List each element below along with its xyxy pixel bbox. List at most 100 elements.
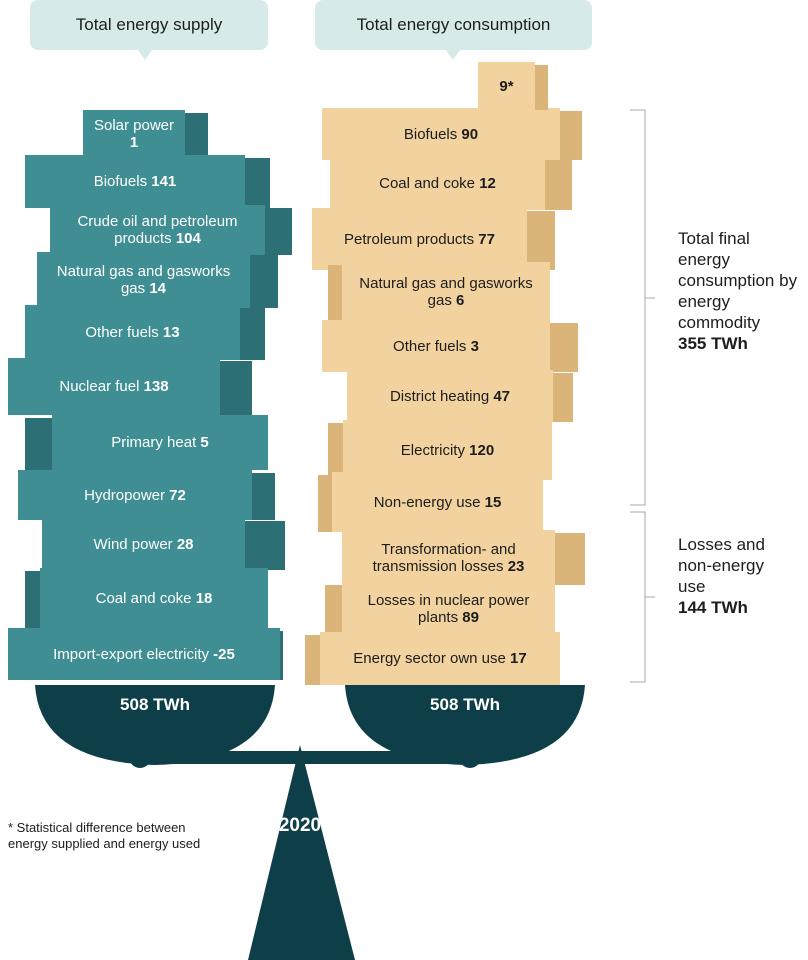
block: Crude oil and petroleum products 104 [50, 205, 265, 255]
bracket [630, 512, 655, 682]
block-text: Non-energy use 15 [374, 494, 502, 511]
block-text: Solar power 1 [93, 117, 175, 151]
block-label: Primary heat [111, 434, 196, 451]
block-side [240, 308, 265, 360]
block-label: Coal and coke [96, 590, 192, 607]
block-side [252, 473, 275, 520]
block-value: 141 [151, 173, 176, 190]
arrow [138, 50, 152, 60]
block-value: 5 [200, 434, 208, 451]
block-value: 138 [144, 378, 169, 395]
block-value: 12 [479, 175, 496, 192]
block-label: Other fuels [393, 338, 466, 355]
block-text: Coal and coke 12 [379, 175, 496, 192]
block-side [25, 418, 52, 470]
year: 2020 [250, 815, 350, 837]
block-side [245, 521, 285, 570]
block-side [250, 255, 278, 308]
block-value: 13 [163, 324, 180, 341]
block-text: Natural gas and gasworks gas 6 [352, 275, 540, 309]
block-value: 28 [177, 536, 194, 553]
header: Total energy supply [30, 0, 268, 50]
block-text: Petroleum products 77 [344, 231, 495, 248]
block: Petroleum products 77 [312, 208, 527, 270]
block-text: Biofuels 90 [404, 126, 478, 143]
bracket-value: 355 TWh [678, 334, 748, 353]
block-text: Import-export electricity -25 [53, 646, 235, 663]
block: Coal and coke 12 [330, 157, 545, 210]
block-value: 104 [176, 230, 201, 247]
block-value: 47 [493, 388, 510, 405]
block-text: Crude oil and petroleum products 104 [60, 213, 255, 247]
block: Biofuels 90 [322, 108, 560, 160]
bracket-value: 144 TWh [678, 598, 748, 617]
block-text: Other fuels 13 [85, 324, 179, 341]
block-side [265, 208, 292, 255]
block-label: Electricity [401, 442, 465, 459]
block-label: Natural gas and gasworks gas [359, 275, 532, 309]
block-text: Coal and coke 18 [96, 590, 213, 607]
beam-end [129, 746, 151, 768]
block-text: Biofuels 141 [94, 173, 177, 190]
block-label: Other fuels [85, 324, 158, 341]
block-value: 1 [130, 134, 138, 151]
block-label: Petroleum products [344, 231, 474, 248]
block: Natural gas and gasworks gas 14 [37, 252, 250, 308]
bracket-label: Losses and non-energy use 144 TWh [678, 534, 773, 618]
block-text: Natural gas and gasworks gas 14 [47, 263, 240, 297]
block: Non-energy use 15 [332, 472, 543, 532]
block-text: Losses in nuclear power plants 89 [352, 592, 545, 626]
block-value: 120 [469, 442, 494, 459]
bracket-text: Losses and non-energy use [678, 535, 765, 596]
block-label: Non-energy use [374, 494, 481, 511]
block: Coal and coke 18 [40, 568, 268, 628]
total: 508 TWh [345, 695, 585, 715]
block: Natural gas and gasworks gas 6 [342, 262, 550, 322]
block-label: Coal and coke [379, 175, 475, 192]
block-value: 89 [462, 609, 479, 626]
block: Other fuels 3 [322, 320, 550, 372]
bracket [630, 110, 655, 505]
block-label: Transformation- and transmission losses [373, 541, 516, 575]
header: Total energy consumption [315, 0, 592, 50]
total: 508 TWh [35, 695, 275, 715]
block-side [535, 65, 548, 110]
block-value: 3 [471, 338, 479, 355]
block-side [555, 533, 585, 585]
block-label: Nuclear fuel [59, 378, 139, 395]
infographic: Total energy supply Total energy consump… [0, 0, 808, 960]
block-side [318, 475, 332, 532]
block-text: Primary heat 5 [111, 434, 209, 451]
block-label: District heating [390, 388, 489, 405]
beam-end [459, 746, 481, 768]
block: Biofuels 141 [25, 155, 245, 208]
beam [140, 751, 470, 764]
block-value: 72 [169, 487, 186, 504]
block-label: Natural gas and gasworks gas [57, 263, 230, 297]
block-label: Solar power [94, 117, 174, 134]
block-value: 90 [461, 126, 478, 143]
block: Import-export electricity -25 [8, 628, 280, 680]
block-side [553, 373, 573, 422]
block-label: Energy sector own use [353, 650, 506, 667]
block-side [328, 265, 342, 322]
block: Solar power 1 [83, 110, 185, 158]
bracket-label: Total final energy consumption by energy… [678, 228, 803, 354]
block-value: 23 [508, 558, 525, 575]
block-side [185, 113, 208, 158]
block-side [305, 635, 320, 685]
block-text: Wind power 28 [93, 536, 193, 553]
block-side [245, 158, 270, 208]
block-text: Other fuels 3 [393, 338, 479, 355]
block-label: Crude oil and petroleum products [77, 213, 237, 247]
arrow [446, 50, 460, 60]
block-value: 77 [478, 231, 495, 248]
block-value: 14 [149, 280, 166, 297]
block: Other fuels 13 [25, 305, 240, 360]
block-text: Transformation- and transmission losses … [352, 541, 545, 575]
block-label: Wind power [93, 536, 172, 553]
block-label: Biofuels [404, 126, 457, 143]
block-side [325, 585, 342, 635]
block: Losses in nuclear power plants 89 [342, 582, 555, 635]
block-text: Energy sector own use 17 [353, 650, 526, 667]
